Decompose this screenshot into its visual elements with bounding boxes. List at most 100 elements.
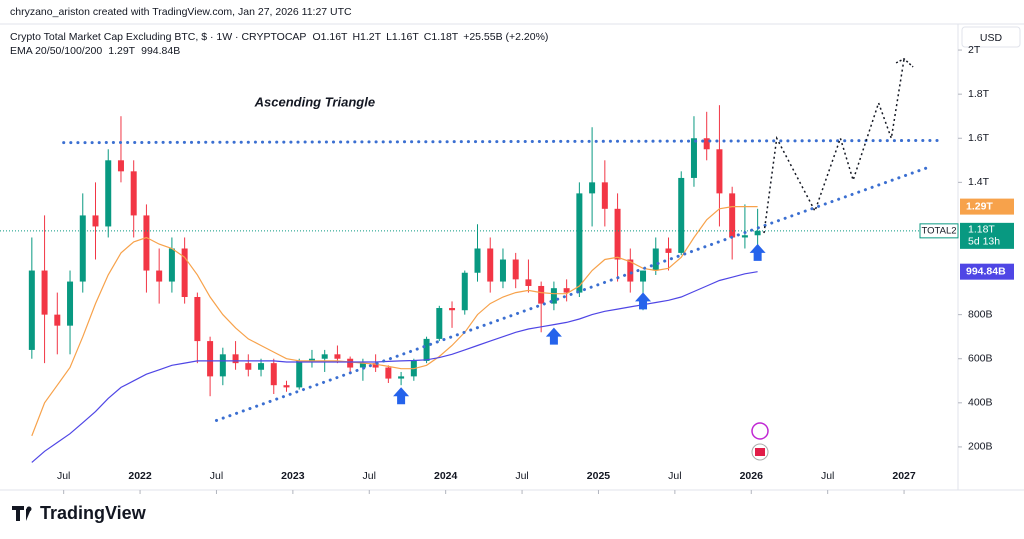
candle-body xyxy=(207,341,214,377)
candle-body xyxy=(105,160,112,227)
header-text: Crypto Total Market Cap Excluding BTC, $… xyxy=(10,31,306,43)
candle-body xyxy=(28,270,35,350)
x-tick-label: Jul xyxy=(363,470,376,482)
candle-body xyxy=(372,363,379,368)
candle-body xyxy=(347,358,354,368)
candle-body xyxy=(665,248,672,253)
candle-body xyxy=(741,235,748,238)
candle-body xyxy=(754,230,761,236)
logo-mark xyxy=(12,506,31,521)
candle-body xyxy=(232,354,239,364)
candle-body xyxy=(703,138,710,150)
candle-body xyxy=(143,215,150,271)
footer-logo: TradingView xyxy=(12,503,147,523)
candle-body xyxy=(461,272,468,311)
candle-body xyxy=(156,270,163,282)
resistance-line xyxy=(62,138,944,145)
candle-body xyxy=(117,160,124,172)
candle-body xyxy=(601,182,608,209)
header-text: +25.55B (+2.20%) xyxy=(463,31,548,43)
candle-body xyxy=(283,385,290,388)
header-text: L1.16T xyxy=(386,31,419,43)
candle-body xyxy=(487,248,494,282)
x-tick-label: 2023 xyxy=(281,470,305,482)
y-tick-label: 800B xyxy=(968,308,993,320)
x-tick-label: 2025 xyxy=(587,470,611,482)
x-tick-label: Jul xyxy=(210,470,223,482)
candle-body xyxy=(181,248,188,297)
candle-body xyxy=(270,363,277,386)
candle-body xyxy=(67,281,74,326)
candle-body xyxy=(576,193,583,293)
ema-badge-label: 1.29T xyxy=(966,200,993,212)
ema-badge-label: 994.84B xyxy=(966,265,1006,277)
x-tick-label: Jul xyxy=(668,470,681,482)
y-tick-label: 2T xyxy=(968,44,981,56)
candle-body xyxy=(678,177,685,253)
candle-body xyxy=(550,288,557,304)
currency-box[interactable] xyxy=(961,26,1021,48)
candle-body xyxy=(640,270,647,282)
candle-body xyxy=(308,358,315,361)
candle-body xyxy=(436,308,443,339)
header-text: O1.16T xyxy=(312,31,348,43)
x-tick-label: 2024 xyxy=(434,470,458,482)
header-text: C1.18T xyxy=(424,31,459,43)
candle-body xyxy=(512,259,519,280)
candle-body xyxy=(449,308,456,311)
candle-body xyxy=(614,208,621,260)
candle-body xyxy=(563,288,570,293)
candle-body xyxy=(474,248,481,273)
candle-body xyxy=(130,171,137,216)
candle-body xyxy=(245,363,252,370)
flag-icon xyxy=(755,448,765,456)
ema-label: EMA 20/50/100/200 xyxy=(10,45,102,57)
x-tick-label: 2026 xyxy=(740,470,764,482)
candle-body xyxy=(423,338,430,361)
symbol-badge xyxy=(919,223,959,239)
candle-body xyxy=(627,259,634,282)
event-icon[interactable] xyxy=(751,422,769,440)
ema-badge xyxy=(960,198,1014,215)
candle-body xyxy=(54,314,61,326)
last-price: 1.18T xyxy=(968,224,995,236)
candle-body xyxy=(258,363,265,370)
y-tick-label: 600B xyxy=(968,353,993,365)
candle-body xyxy=(499,259,506,282)
candle-body xyxy=(716,149,723,194)
x-tick-label: 2022 xyxy=(128,470,152,482)
ema-value: 994.84B xyxy=(141,45,180,57)
x-tick-label: Jul xyxy=(57,470,70,482)
bounce-arrow xyxy=(545,327,562,345)
price-badge xyxy=(960,222,1014,249)
pattern-label: Ascending Triangle xyxy=(254,94,375,109)
header: Crypto Total Market Cap Excluding BTC, $… xyxy=(10,31,548,57)
candle-body xyxy=(359,363,366,368)
symbol: TOTAL2 xyxy=(921,225,956,236)
y-tick-label: 1.8T xyxy=(968,88,990,100)
candle-body xyxy=(398,376,405,379)
candle-body xyxy=(729,193,736,238)
event-icons xyxy=(751,422,769,461)
candle-body xyxy=(296,360,303,388)
countdown: 5d 13h xyxy=(968,236,1000,248)
x-tick-label: 2027 xyxy=(892,470,916,482)
candle-body xyxy=(690,138,697,178)
currency[interactable]: USD xyxy=(980,32,1003,44)
plot: Ascending Triangle xyxy=(0,57,955,463)
candle-body xyxy=(321,354,328,359)
y-tick-label: 1.4T xyxy=(968,176,990,188)
header-text: H1.2T xyxy=(352,31,381,43)
candle-body xyxy=(92,215,99,227)
candle-body xyxy=(168,248,175,282)
support-line xyxy=(214,165,932,422)
ema-line xyxy=(31,271,758,463)
bounce-arrow xyxy=(749,243,766,261)
candle-body xyxy=(334,354,341,359)
candle-body xyxy=(219,354,226,377)
candle-body xyxy=(538,285,545,304)
x-tick-label: Jul xyxy=(821,470,834,482)
y-tick-label: 400B xyxy=(968,397,993,409)
candle-body xyxy=(525,279,532,286)
